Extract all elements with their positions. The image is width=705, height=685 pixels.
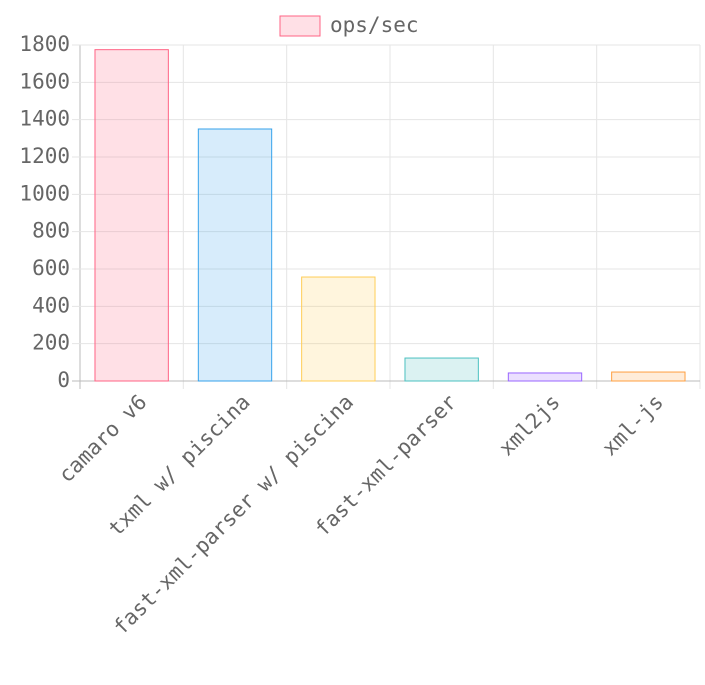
- bar: [301, 276, 376, 382]
- x-tick-label: camaro v6: [54, 390, 151, 487]
- y-tick-label: 1400: [19, 107, 70, 131]
- bar: [611, 371, 686, 382]
- legend: ops/sec: [279, 13, 419, 37]
- bar: [197, 128, 273, 382]
- y-tick-label: 800: [32, 219, 70, 243]
- x-tick-label: xml2js: [494, 390, 565, 461]
- y-tick-label: 400: [32, 293, 70, 317]
- y-tick-label: 1000: [19, 181, 70, 205]
- bar: [94, 49, 169, 382]
- y-tick-label: 1800: [19, 32, 70, 56]
- y-tick-label: 1200: [19, 144, 70, 168]
- y-tick-label: 600: [32, 256, 70, 280]
- legend-swatch: [279, 15, 321, 37]
- legend-label: ops/sec: [330, 13, 419, 37]
- bar: [507, 372, 583, 382]
- bar: [404, 357, 479, 382]
- x-tick-label: xml-js: [598, 390, 669, 461]
- y-tick-label: 0: [57, 368, 70, 392]
- y-tick-label: 1600: [19, 69, 70, 93]
- y-tick-label: 200: [32, 331, 70, 355]
